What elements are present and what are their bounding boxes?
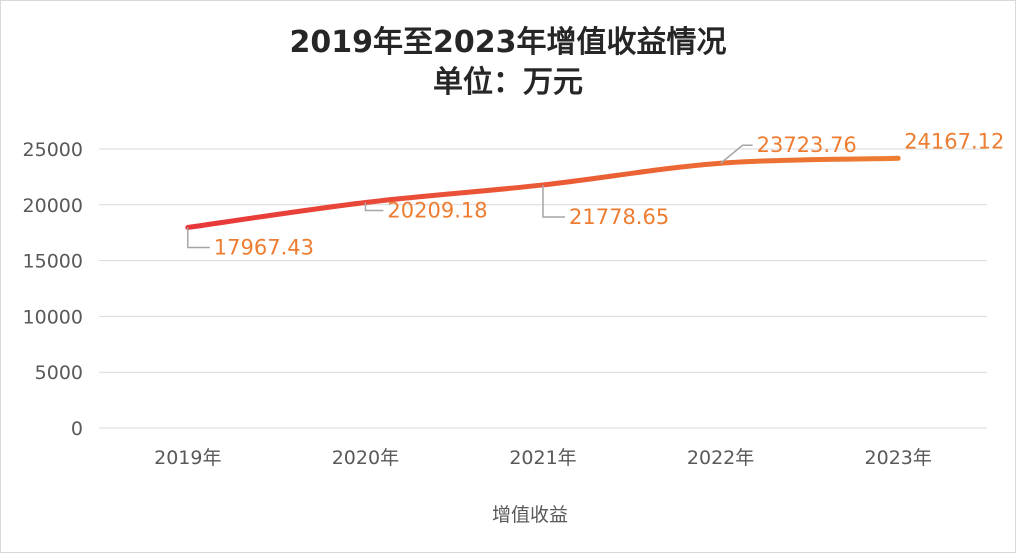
x-tick-label: 2023年 xyxy=(865,447,932,469)
y-tick-label: 25000 xyxy=(23,139,83,161)
y-axis-ticks: 0 5000 10000 15000 20000 25000 xyxy=(23,139,83,440)
x-tick-label: 2020年 xyxy=(332,447,399,469)
label-leader-line xyxy=(542,184,565,218)
y-tick-label: 0 xyxy=(71,418,83,440)
data-label: 17967.43 xyxy=(214,235,314,259)
data-label: 20209.18 xyxy=(387,198,487,222)
grid-lines xyxy=(99,148,987,429)
x-tick-label: 2019年 xyxy=(154,447,221,469)
chart-title: 2019年至2023年增值收益情况 单位：万元 xyxy=(1,23,1015,103)
x-tick-label: 2021年 xyxy=(509,447,576,469)
series-line-zengzhi-shouyi xyxy=(185,155,901,230)
legend-item-label: 增值收益 xyxy=(492,504,568,526)
y-tick-label: 15000 xyxy=(23,251,83,273)
x-tick-label: 2022年 xyxy=(687,447,754,469)
data-labels: 17967.43 20209.18 21778.65 23723.76 24167.12 xyxy=(214,129,1005,259)
data-label: 23723.76 xyxy=(757,133,857,157)
y-tick-label: 10000 xyxy=(23,306,83,328)
x-axis-ticks: 2019年 2020年 2021年 2022年 2023年 xyxy=(154,447,932,469)
y-tick-label: 5000 xyxy=(35,362,83,384)
chart-title-line1: 2019年至2023年增值收益情况 xyxy=(289,25,727,60)
label-leader-line xyxy=(187,227,210,249)
label-leader-line xyxy=(364,202,384,212)
data-label: 24167.12 xyxy=(904,129,1004,153)
label-leader-lines xyxy=(187,144,753,249)
series-lines xyxy=(185,155,901,230)
y-tick-label: 20000 xyxy=(23,195,83,217)
label-leader-line xyxy=(720,144,753,164)
legend: 增值收益 xyxy=(426,504,568,526)
chart-title-line2: 单位：万元 xyxy=(433,65,583,100)
data-label: 21778.65 xyxy=(569,205,669,229)
